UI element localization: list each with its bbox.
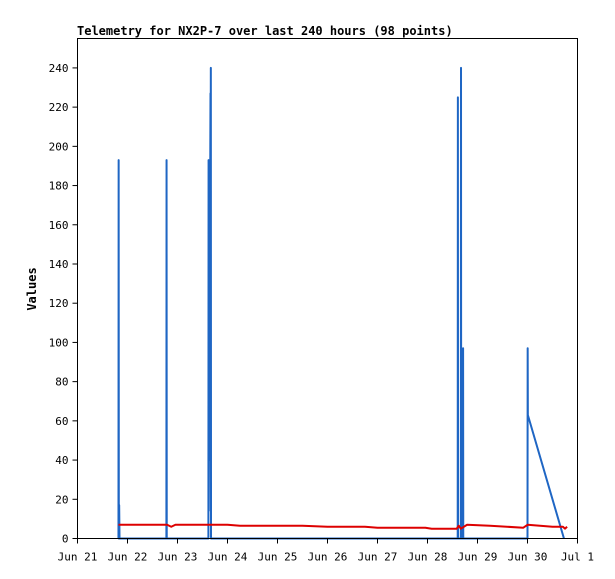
x-tick-label: Jun 26 bbox=[308, 551, 348, 564]
chart-title: Telemetry for NX2P-7 over last 240 hours… bbox=[77, 24, 453, 38]
y-tick-label: 200 bbox=[49, 140, 69, 153]
x-tick-label: Jul 1 bbox=[561, 551, 594, 564]
y-tick-label: 0 bbox=[62, 533, 69, 546]
y-tick-label: 180 bbox=[49, 180, 69, 193]
x-tick-label: Jun 27 bbox=[358, 551, 398, 564]
y-axis-label: Values bbox=[25, 267, 39, 310]
y-tick-label: 240 bbox=[49, 62, 69, 75]
y-tick-label: 100 bbox=[49, 336, 69, 349]
x-tick-label: Jun 25 bbox=[258, 551, 298, 564]
axis-layer: 0 20 40 60 80 100 120 140 160 180 200 220 240 Jun 21 J… bbox=[49, 62, 594, 564]
y-tick-label: 160 bbox=[49, 219, 69, 232]
x-tick-label: Jun 30 bbox=[508, 551, 548, 564]
x-tick-label: Jun 22 bbox=[108, 551, 148, 564]
y-tick-label: 220 bbox=[49, 101, 69, 114]
y-tick-label: 80 bbox=[55, 376, 68, 389]
series-line-red bbox=[118, 523, 568, 530]
x-tick-label: Jun 29 bbox=[458, 551, 498, 564]
y-tick-label: 20 bbox=[55, 493, 68, 506]
x-tick-label: Jun 23 bbox=[158, 551, 198, 564]
x-tick-label: Jun 21 bbox=[58, 551, 98, 564]
y-tick-label: 140 bbox=[49, 258, 69, 271]
y-tick-label: 40 bbox=[55, 454, 68, 467]
y-tick-label: 120 bbox=[49, 297, 69, 310]
plot-frame bbox=[77, 38, 578, 539]
y-tick-label: 60 bbox=[55, 415, 68, 428]
x-tick-label: Jun 28 bbox=[408, 551, 448, 564]
x-tick-label: Jun 24 bbox=[208, 551, 248, 564]
